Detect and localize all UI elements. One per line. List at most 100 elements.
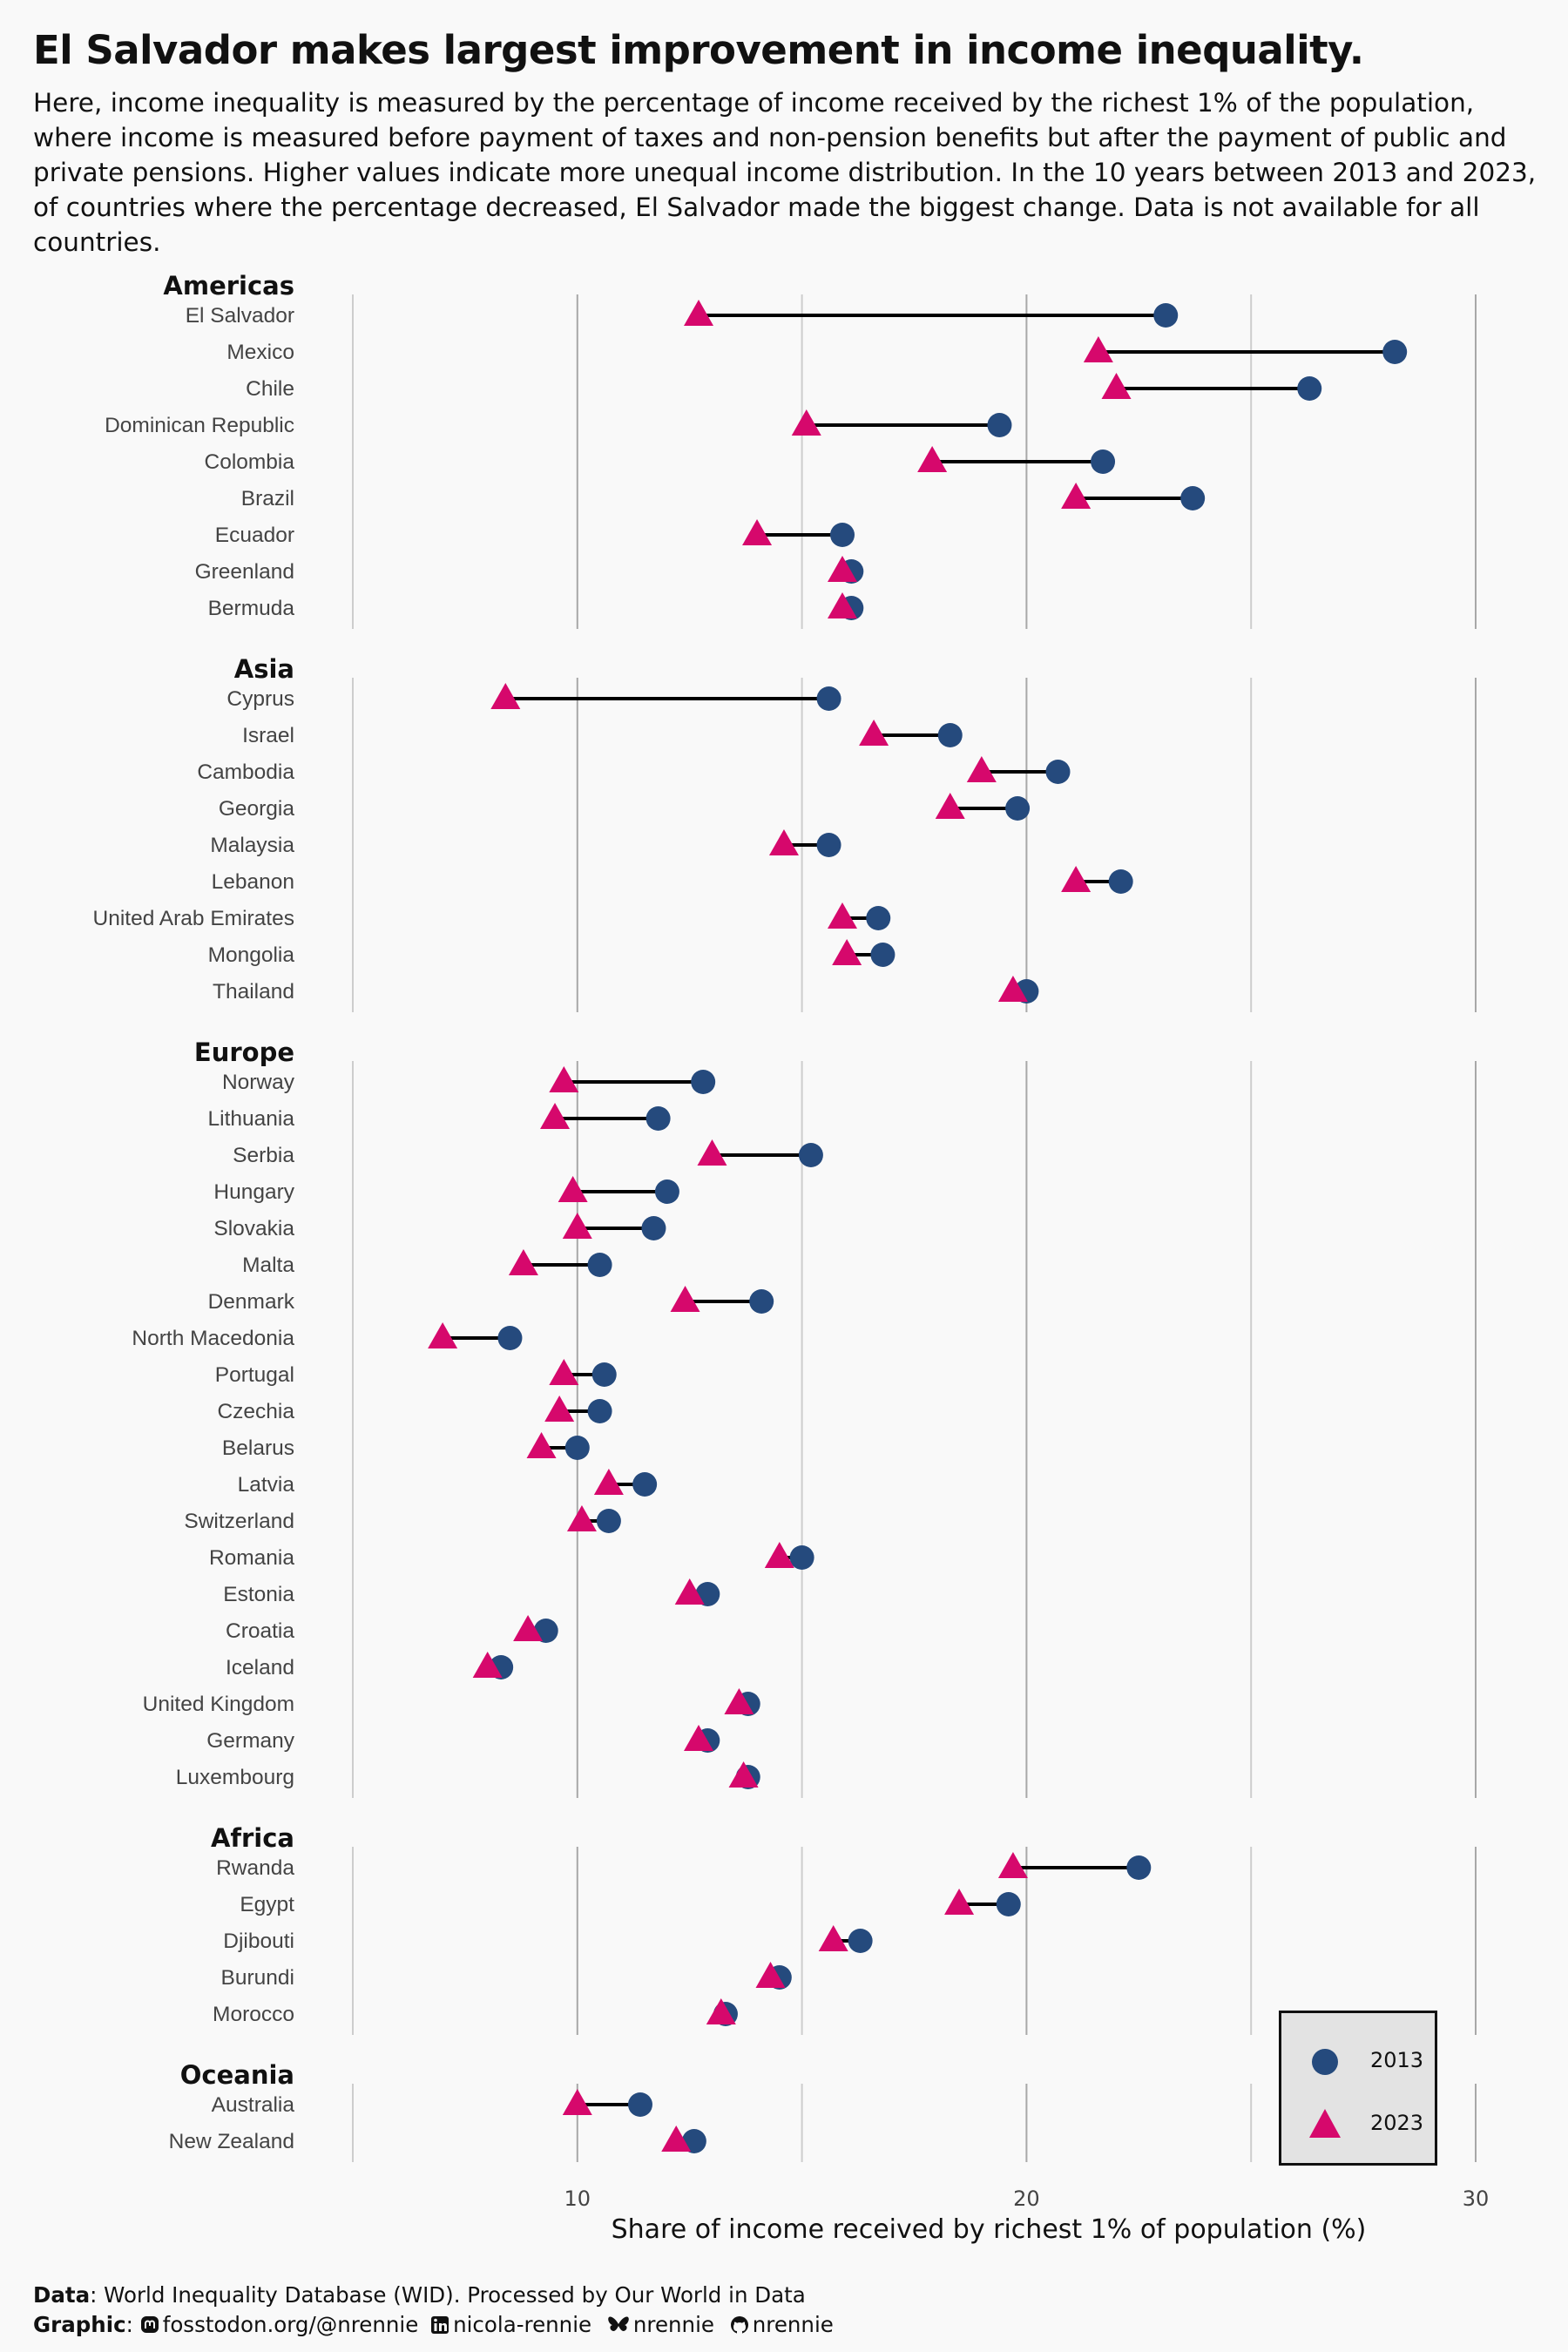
point-2013-colombia [1091,449,1116,474]
point-2023-brazil [1061,483,1092,509]
country-label-georgia: Georgia [219,797,295,821]
legend-label-2013: 2013 [1370,2048,1424,2072]
point-2023-morocco [706,1998,736,2024]
country-label-colombia: Colombia [205,450,295,474]
point-2013-djibouti [848,1929,873,1953]
footer-data-label: Data [33,2282,91,2308]
point-2013-cambodia [1045,760,1071,784]
triangle-marker-icon [1309,2109,1341,2138]
country-label-el-salvador: El Salvador [186,304,294,328]
legend-circle [1312,2049,1338,2075]
linkedin-icon [431,2316,449,2334]
point-2023-luxembourg [728,1761,759,1788]
chart-subtitle: Here, income inequality is measured by t… [33,88,1537,257]
point-2023-cyprus [490,683,521,709]
country-label-australia: Australia [212,2093,295,2117]
point-2013-slovakia [641,1216,666,1240]
point-2013-mexico [1382,340,1408,364]
point-2013-united-arab-emirates [866,906,891,930]
point-2023-czechia [544,1396,575,1422]
country-label-latvia: Latvia [238,1473,295,1497]
point-2013-dominican-republic [987,413,1012,437]
region-label-asia: Asia [234,654,294,684]
country-label-denmark: Denmark [208,1290,295,1314]
github-link[interactable]: nrennie [752,2312,834,2337]
point-2023-iceland [472,1652,503,1678]
point-2013-cyprus [816,686,841,711]
country-label-new-zealand: New Zealand [169,2130,294,2153]
country-label-mexico: Mexico [226,341,294,364]
bluesky-icon [608,2316,629,2331]
country-label-croatia: Croatia [226,1619,294,1643]
point-2023-ecuador [742,519,773,545]
point-2023-mongolia [832,939,862,965]
country-label-norway: Norway [222,1071,295,1094]
point-2023-georgia [935,793,965,819]
country-label-greenland: Greenland [195,560,294,584]
country-label-thailand: Thailand [213,980,294,1004]
point-2023-north-macedonia [428,1322,458,1348]
point-2023-colombia [917,446,948,472]
point-2023-egypt [944,1889,975,1915]
point-2013-czechia [587,1399,612,1423]
dumbbell-chart: Americas El Salvador Mexico Chile Dominican … [93,271,1490,2211]
legend-item-2013: 2013 [1281,2036,1435,2088]
country-label-burundi: Burundi [221,1966,294,1990]
point-2023-croatia [513,1615,544,1641]
point-2013-chile [1297,376,1322,401]
point-2013-denmark [749,1289,774,1314]
country-label-chile: Chile [246,377,294,401]
country-label-belarus: Belarus [222,1436,294,1460]
region-label-americas: Americas [163,271,294,301]
legend-triangle [1309,2109,1341,2138]
legend-label-2023: 2023 [1370,2111,1424,2135]
point-2023-el-salvador [684,300,714,326]
country-label-luxembourg: Luxembourg [176,1766,294,1789]
point-2013-north-macedonia [497,1326,523,1350]
country-label-switzerland: Switzerland [184,1510,294,1533]
point-2023-latvia [593,1469,624,1495]
country-label-slovakia: Slovakia [213,1217,294,1240]
point-2023-lithuania [540,1103,571,1129]
point-2023-new-zealand [661,2126,692,2152]
point-2023-djibouti [818,1925,848,1951]
footer-data-text: : World Inequality Database (WID). Proce… [90,2282,806,2308]
point-2013-portugal [591,1362,617,1387]
bluesky-link[interactable]: nrennie [632,2312,714,2337]
mastodon-link[interactable]: fosstodon.org/@nrennie [162,2312,419,2337]
point-2013-el-salvador [1153,303,1179,328]
footer-graphic-label: Graphic [33,2312,126,2337]
country-label-mongolia: Mongolia [208,943,295,967]
region-label-africa: Africa [211,1823,294,1853]
country-label-united-arab-emirates: United Arab Emirates [93,907,295,930]
country-label-egypt: Egypt [240,1893,294,1916]
country-label-dominican-republic: Dominican Republic [105,414,294,437]
point-2023-norway [549,1066,579,1092]
point-2013-romania [789,1545,814,1570]
x-tick-label-30: 30 [1463,2186,1490,2211]
point-2023-belarus [526,1432,557,1458]
point-2013-hungary [654,1179,679,1204]
country-label-israel: Israel [242,724,294,747]
point-2013-switzerland [596,1509,621,1533]
point-2013-malta [587,1253,612,1277]
country-label-romania: Romania [209,1546,294,1570]
point-2023-lebanon [1061,866,1092,892]
point-2023-dominican-republic [791,409,821,436]
point-2013-malaysia [816,833,841,857]
point-2023-united-arab-emirates [828,902,858,929]
point-2013-israel [937,723,963,747]
point-2023-burundi [755,1962,786,1988]
point-2023-united-kingdom [724,1688,754,1714]
country-label-brazil: Brazil [241,487,294,510]
country-label-serbia: Serbia [233,1144,294,1167]
country-label-morocco: Morocco [213,2003,294,2026]
point-2023-greenland [828,556,858,582]
linkedin-link[interactable]: nicola-rennie [453,2312,592,2337]
point-2023-cambodia [966,756,997,782]
country-label-united-kingdom: United Kingdom [143,1693,294,1716]
point-2013-lithuania [645,1106,671,1131]
point-2013-mongolia [870,943,896,967]
point-2023-israel [859,720,889,746]
country-label-portugal: Portugal [215,1363,294,1387]
